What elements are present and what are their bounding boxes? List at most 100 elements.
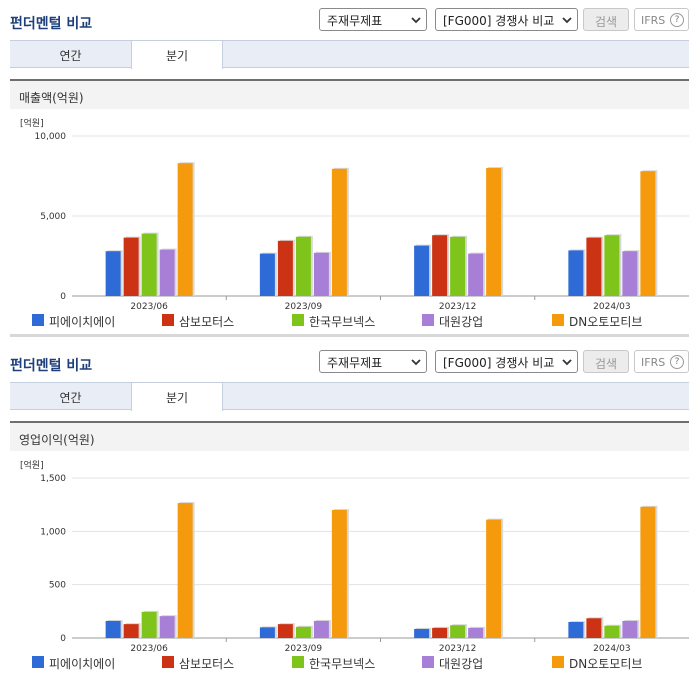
bar-1: [432, 235, 448, 296]
y-tick-label: 5,000: [40, 212, 66, 222]
legend-label: 대원강업: [439, 315, 484, 329]
x-tick-label: 2023/09: [285, 644, 323, 654]
bar-2: [450, 625, 466, 638]
ifrs-label: IFRS: [641, 356, 666, 369]
bar-1: [277, 240, 293, 296]
y-tick-label: 1,500: [40, 474, 66, 484]
search-button[interactable]: 검색: [583, 8, 629, 31]
chart-legend: 피에이치에이 삼보모터스 한국무브넥스 대원강업 DN오토모티브: [10, 652, 689, 674]
tab-annual[interactable]: 연간: [59, 391, 82, 405]
x-tick-label: 2023/09: [285, 302, 323, 312]
bar-2: [141, 611, 157, 638]
legend-swatch: [292, 314, 304, 326]
legend-label: 한국무브넥스: [309, 657, 376, 671]
legend-swatch: [292, 656, 304, 668]
legend-label: 한국무브넥스: [309, 315, 376, 329]
legend-swatch: [162, 314, 174, 326]
chevron-down-icon: [411, 17, 421, 24]
bar-4: [640, 171, 656, 296]
bar-4: [486, 168, 502, 296]
metric-label: 영업이익(억원): [10, 421, 689, 451]
bar-chart-operating-profit: [억원] 0 500 1,000 1,500 2023/06 2023/09 2023/12 2…: [10, 454, 689, 654]
bar-3: [622, 251, 638, 296]
bar-3: [159, 249, 175, 296]
legend-swatch: [32, 656, 44, 668]
bar-0: [414, 628, 430, 638]
legend-label: DN오토모티브: [569, 315, 643, 329]
y-axis-unit-label: [억원]: [20, 459, 44, 471]
y-axis-unit-label: [억원]: [20, 117, 44, 129]
bar-1: [432, 627, 448, 638]
bar-0: [259, 253, 275, 296]
statement-type-select[interactable]: 주재무제표: [319, 8, 427, 31]
y-tick-label: 1,000: [40, 527, 66, 537]
legend-swatch: [552, 656, 564, 668]
bar-3: [468, 627, 484, 638]
tab-quarterly[interactable]: 분기: [131, 383, 223, 411]
bar-2: [604, 235, 620, 296]
metric-label: 매출액(억원): [10, 79, 689, 109]
help-icon: ?: [670, 355, 684, 369]
bar-0: [259, 627, 275, 638]
chart-legend: 피에이치에이 삼보모터스 한국무브넥스 대원강업 DN오토모티브: [10, 310, 689, 332]
bar-2: [295, 626, 311, 638]
legend-label: 삼보모터스: [179, 657, 235, 671]
period-tabs: 연간 분기: [10, 382, 689, 411]
search-button[interactable]: 검색: [583, 350, 629, 373]
bar-1: [277, 624, 293, 638]
bar-4: [177, 163, 193, 296]
legend-label: 피에이치에이: [49, 315, 116, 329]
tab-annual[interactable]: 연간: [59, 49, 82, 63]
legend-label: DN오토모티브: [569, 657, 643, 671]
bar-4: [331, 510, 347, 638]
bar-2: [604, 625, 620, 638]
bar-0: [105, 251, 121, 296]
help-icon: ?: [670, 13, 684, 27]
statement-type-value: 주재무제표: [327, 14, 383, 28]
tab-quarterly[interactable]: 분기: [131, 41, 223, 69]
y-tick-label: 0: [60, 634, 66, 644]
statement-type-select[interactable]: 주재무제표: [319, 350, 427, 373]
bar-0: [568, 250, 584, 296]
x-tick-label: 2024/03: [593, 302, 630, 312]
x-tick-label: 2024/03: [593, 644, 630, 654]
bar-3: [159, 616, 175, 638]
bar-3: [468, 253, 484, 296]
ifrs-help-button[interactable]: IFRS ?: [634, 8, 689, 31]
legend-swatch: [32, 314, 44, 326]
ifrs-label: IFRS: [641, 14, 666, 27]
group-select[interactable]: [FG000] 경쟁사 비교: [435, 350, 578, 373]
ifrs-help-button[interactable]: IFRS ?: [634, 350, 689, 373]
x-tick-label: 2023/06: [130, 302, 168, 312]
legend-label: 삼보모터스: [179, 315, 235, 329]
legend-swatch: [422, 656, 434, 668]
group-select-value: [FG000] 경쟁사 비교: [443, 14, 555, 28]
fundamental-section-operating-profit: 펀더멘털 비교 주재무제표 [FG000] 경쟁사 비교 검색 IFRS ? 연…: [0, 342, 696, 684]
bar-4: [486, 519, 502, 638]
bar-1: [123, 624, 139, 638]
section-title: 펀더멘털 비교: [10, 358, 93, 374]
bar-3: [622, 620, 638, 638]
section-divider: [10, 334, 689, 337]
section-title: 펀더멘털 비교: [10, 16, 93, 32]
legend-label: 대원강업: [439, 657, 484, 671]
bar-4: [177, 503, 193, 638]
period-tabs: 연간 분기: [10, 40, 689, 69]
legend-swatch: [552, 314, 564, 326]
group-select-value: [FG000] 경쟁사 비교: [443, 356, 555, 370]
group-select[interactable]: [FG000] 경쟁사 비교: [435, 8, 578, 31]
x-tick-label: 2023/12: [439, 644, 476, 654]
bar-0: [414, 245, 430, 296]
legend-swatch: [422, 314, 434, 326]
bar-1: [586, 618, 602, 638]
bar-3: [313, 620, 329, 638]
bar-0: [105, 620, 121, 638]
x-tick-label: 2023/06: [130, 644, 168, 654]
chevron-down-icon: [562, 17, 572, 24]
bar-2: [450, 236, 466, 296]
bar-2: [141, 233, 157, 296]
bar-3: [313, 252, 329, 296]
bar-4: [331, 168, 347, 296]
y-tick-label: 10,000: [35, 132, 67, 142]
bar-0: [568, 622, 584, 638]
